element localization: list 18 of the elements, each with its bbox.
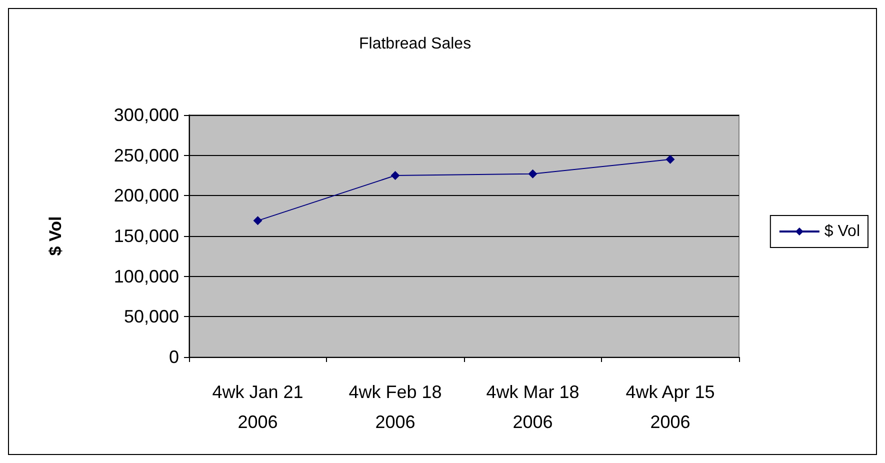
point: [666, 154, 675, 164]
x-tick-label: 4wk Mar 18 2006: [486, 382, 580, 432]
y-tick-label: 200,000: [114, 186, 179, 206]
y-tick-label: 250,000: [114, 145, 179, 166]
y-tick-label: 150,000: [114, 226, 179, 246]
point: [390, 171, 400, 180]
y-tick-label: 300,000: [114, 105, 179, 125]
point: [253, 216, 262, 226]
y-axis-title: $ Vol: [46, 216, 65, 256]
y-tick-label: 0: [168, 347, 179, 367]
point: [528, 169, 538, 178]
y-tick-label: 50,000: [124, 306, 179, 327]
x-tick-label: 4wk Jan 21 2006: [212, 382, 304, 432]
x-tick-label: 4wk Feb 18 2006: [348, 382, 442, 432]
legend-label: $ Vol: [824, 223, 860, 240]
chart-title: Flatbread Sales: [359, 36, 472, 52]
y-tick-label: 100,000: [114, 266, 179, 286]
x-tick-label: 4wk Apr 15 2006: [626, 382, 715, 432]
